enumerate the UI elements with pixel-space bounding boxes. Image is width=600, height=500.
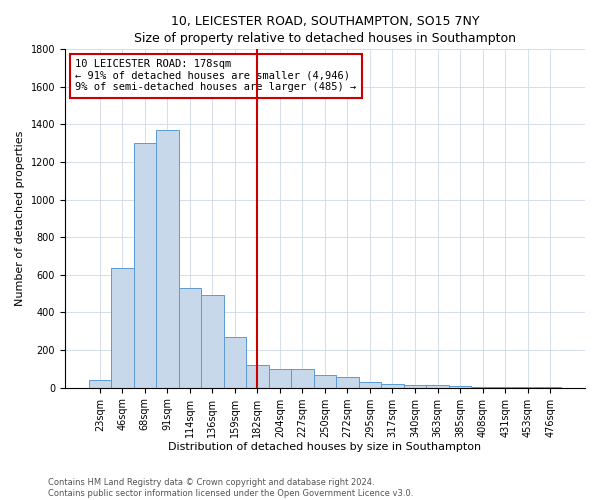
Bar bbox=[291, 369, 314, 388]
Bar bbox=[381, 384, 404, 388]
Bar bbox=[426, 386, 449, 388]
Bar bbox=[517, 387, 539, 388]
Bar bbox=[494, 387, 517, 388]
Bar bbox=[314, 376, 336, 388]
Bar bbox=[156, 130, 179, 388]
Title: 10, LEICESTER ROAD, SOUTHAMPTON, SO15 7NY
Size of property relative to detached : 10, LEICESTER ROAD, SOUTHAMPTON, SO15 7N… bbox=[134, 15, 516, 45]
Text: 10 LEICESTER ROAD: 178sqm
← 91% of detached houses are smaller (4,946)
9% of sem: 10 LEICESTER ROAD: 178sqm ← 91% of detac… bbox=[76, 59, 356, 92]
Bar bbox=[224, 337, 246, 388]
Bar bbox=[201, 296, 224, 388]
Bar bbox=[89, 380, 111, 388]
Text: Contains HM Land Registry data © Crown copyright and database right 2024.
Contai: Contains HM Land Registry data © Crown c… bbox=[48, 478, 413, 498]
Y-axis label: Number of detached properties: Number of detached properties bbox=[15, 130, 25, 306]
Bar bbox=[246, 365, 269, 388]
Bar bbox=[404, 385, 426, 388]
Bar bbox=[359, 382, 381, 388]
Bar bbox=[111, 268, 134, 388]
Bar bbox=[336, 378, 359, 388]
X-axis label: Distribution of detached houses by size in Southampton: Distribution of detached houses by size … bbox=[169, 442, 482, 452]
Bar bbox=[449, 386, 471, 388]
Bar bbox=[179, 288, 201, 388]
Bar bbox=[134, 143, 156, 388]
Bar bbox=[471, 387, 494, 388]
Bar bbox=[269, 369, 291, 388]
